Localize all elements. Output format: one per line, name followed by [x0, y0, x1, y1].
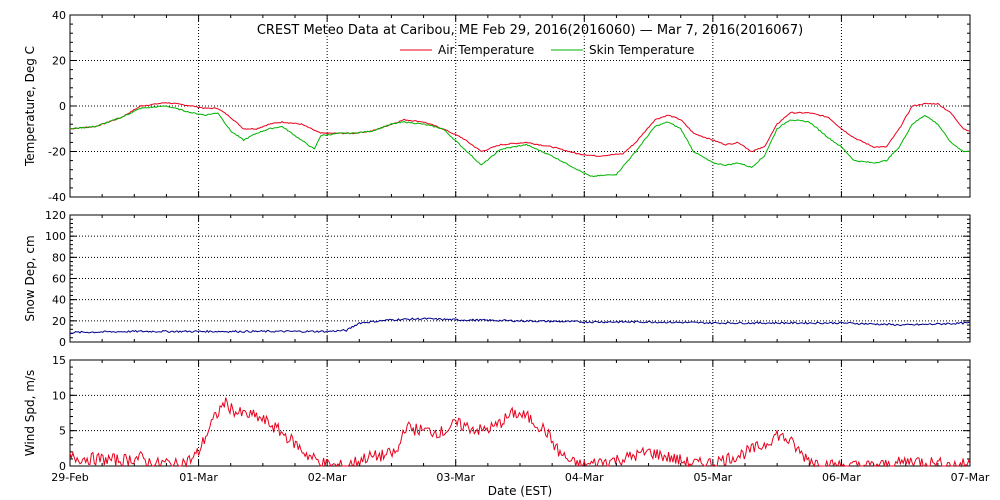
- temperature-y-label: Temperature, Deg C: [23, 46, 37, 167]
- y-tick-label: 40: [52, 9, 66, 22]
- x-tick-label: 06-Mar: [822, 471, 861, 484]
- chart-title: CREST Meteo Data at Caribou, ME Feb 29, …: [257, 23, 803, 38]
- x-tick-label: 04-Mar: [565, 471, 604, 484]
- y-tick-label: 0: [59, 100, 66, 113]
- x-tick-label: 07-Mar: [951, 471, 990, 484]
- x-tick-label: 05-Mar: [693, 471, 732, 484]
- snow-depth-panel: 0 20 40 60 80 100 120 Snow Dep, cm: [23, 209, 971, 349]
- y-tick-label: 15: [52, 354, 66, 367]
- y-tick-label: 100: [45, 230, 66, 243]
- snow-depth-series-line: [69, 317, 971, 334]
- y-tick-label: 10: [52, 389, 66, 402]
- temperature-panel: -40 -20 0 20 40 Temperature, Deg C: [23, 9, 971, 204]
- x-axis-label: Date (EST): [488, 484, 552, 498]
- y-tick-label: -20: [48, 146, 66, 159]
- y-tick-label: 120: [45, 209, 66, 222]
- y-tick-label: -40: [48, 191, 66, 204]
- legend-label-air: Air Temperature: [438, 43, 534, 57]
- wind-speed-panel: 0 5 10 15 Wind Spd, m/s: [23, 354, 971, 473]
- legend-label-skin: Skin Temperature: [589, 43, 694, 57]
- x-tick-label: 29-Feb: [51, 471, 88, 484]
- legend: Air Temperature Skin Temperature: [400, 43, 694, 57]
- y-tick-label: 5: [59, 425, 66, 438]
- y-tick-label: 0: [59, 336, 66, 349]
- y-tick-label: 0: [59, 460, 66, 473]
- y-tick-label: 80: [52, 251, 66, 264]
- x-tick-label: 01-Mar: [179, 471, 218, 484]
- wind-speed-y-label: Wind Spd, m/s: [23, 370, 37, 456]
- y-tick-label: 40: [52, 294, 66, 307]
- y-tick-label: 60: [52, 273, 66, 286]
- y-tick-label: 20: [52, 55, 66, 68]
- temperature-series-line: [69, 102, 971, 157]
- y-tick-label: 20: [52, 315, 66, 328]
- snow-depth-y-label: Snow Dep, cm: [23, 235, 37, 321]
- x-tick-label: 02-Mar: [308, 471, 347, 484]
- wind-speed-series-line: [69, 397, 971, 468]
- temperature-series-line: [69, 105, 971, 178]
- x-tick-label: 03-Mar: [436, 471, 475, 484]
